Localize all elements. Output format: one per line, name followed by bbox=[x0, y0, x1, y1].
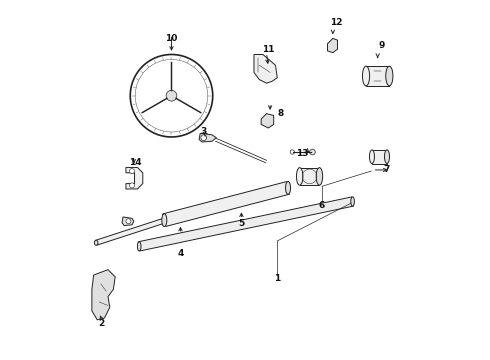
Text: 13: 13 bbox=[296, 149, 309, 158]
Polygon shape bbox=[254, 54, 277, 83]
Ellipse shape bbox=[369, 150, 374, 163]
Polygon shape bbox=[261, 114, 274, 128]
Ellipse shape bbox=[363, 66, 369, 86]
Circle shape bbox=[201, 135, 207, 140]
Text: 5: 5 bbox=[238, 219, 245, 228]
Text: 1: 1 bbox=[274, 274, 280, 283]
Polygon shape bbox=[122, 217, 134, 226]
Ellipse shape bbox=[385, 150, 390, 163]
Circle shape bbox=[290, 150, 294, 154]
Polygon shape bbox=[96, 217, 169, 245]
Polygon shape bbox=[92, 270, 115, 320]
Polygon shape bbox=[327, 39, 338, 53]
Circle shape bbox=[129, 183, 135, 188]
Circle shape bbox=[310, 149, 315, 155]
Text: 14: 14 bbox=[129, 158, 142, 167]
Text: 4: 4 bbox=[177, 249, 184, 258]
Ellipse shape bbox=[162, 214, 167, 226]
Text: 7: 7 bbox=[384, 165, 390, 174]
Text: 10: 10 bbox=[165, 34, 178, 43]
Polygon shape bbox=[366, 66, 390, 86]
Text: 3: 3 bbox=[200, 127, 207, 136]
Text: 12: 12 bbox=[330, 18, 343, 27]
Text: 2: 2 bbox=[98, 319, 105, 328]
Polygon shape bbox=[138, 197, 354, 251]
Polygon shape bbox=[300, 168, 319, 185]
Text: 6: 6 bbox=[319, 201, 325, 210]
Circle shape bbox=[129, 168, 135, 174]
Polygon shape bbox=[372, 150, 387, 163]
Ellipse shape bbox=[95, 240, 98, 245]
Text: 8: 8 bbox=[278, 109, 284, 118]
Polygon shape bbox=[126, 167, 143, 189]
Ellipse shape bbox=[137, 242, 141, 251]
Ellipse shape bbox=[386, 66, 393, 86]
Ellipse shape bbox=[296, 168, 303, 185]
Polygon shape bbox=[199, 134, 216, 142]
Ellipse shape bbox=[286, 181, 291, 194]
Ellipse shape bbox=[351, 197, 354, 206]
Polygon shape bbox=[163, 182, 290, 226]
Circle shape bbox=[166, 90, 177, 101]
Ellipse shape bbox=[316, 168, 322, 185]
Text: 11: 11 bbox=[262, 45, 274, 54]
Circle shape bbox=[126, 219, 131, 224]
Text: 9: 9 bbox=[378, 41, 385, 50]
